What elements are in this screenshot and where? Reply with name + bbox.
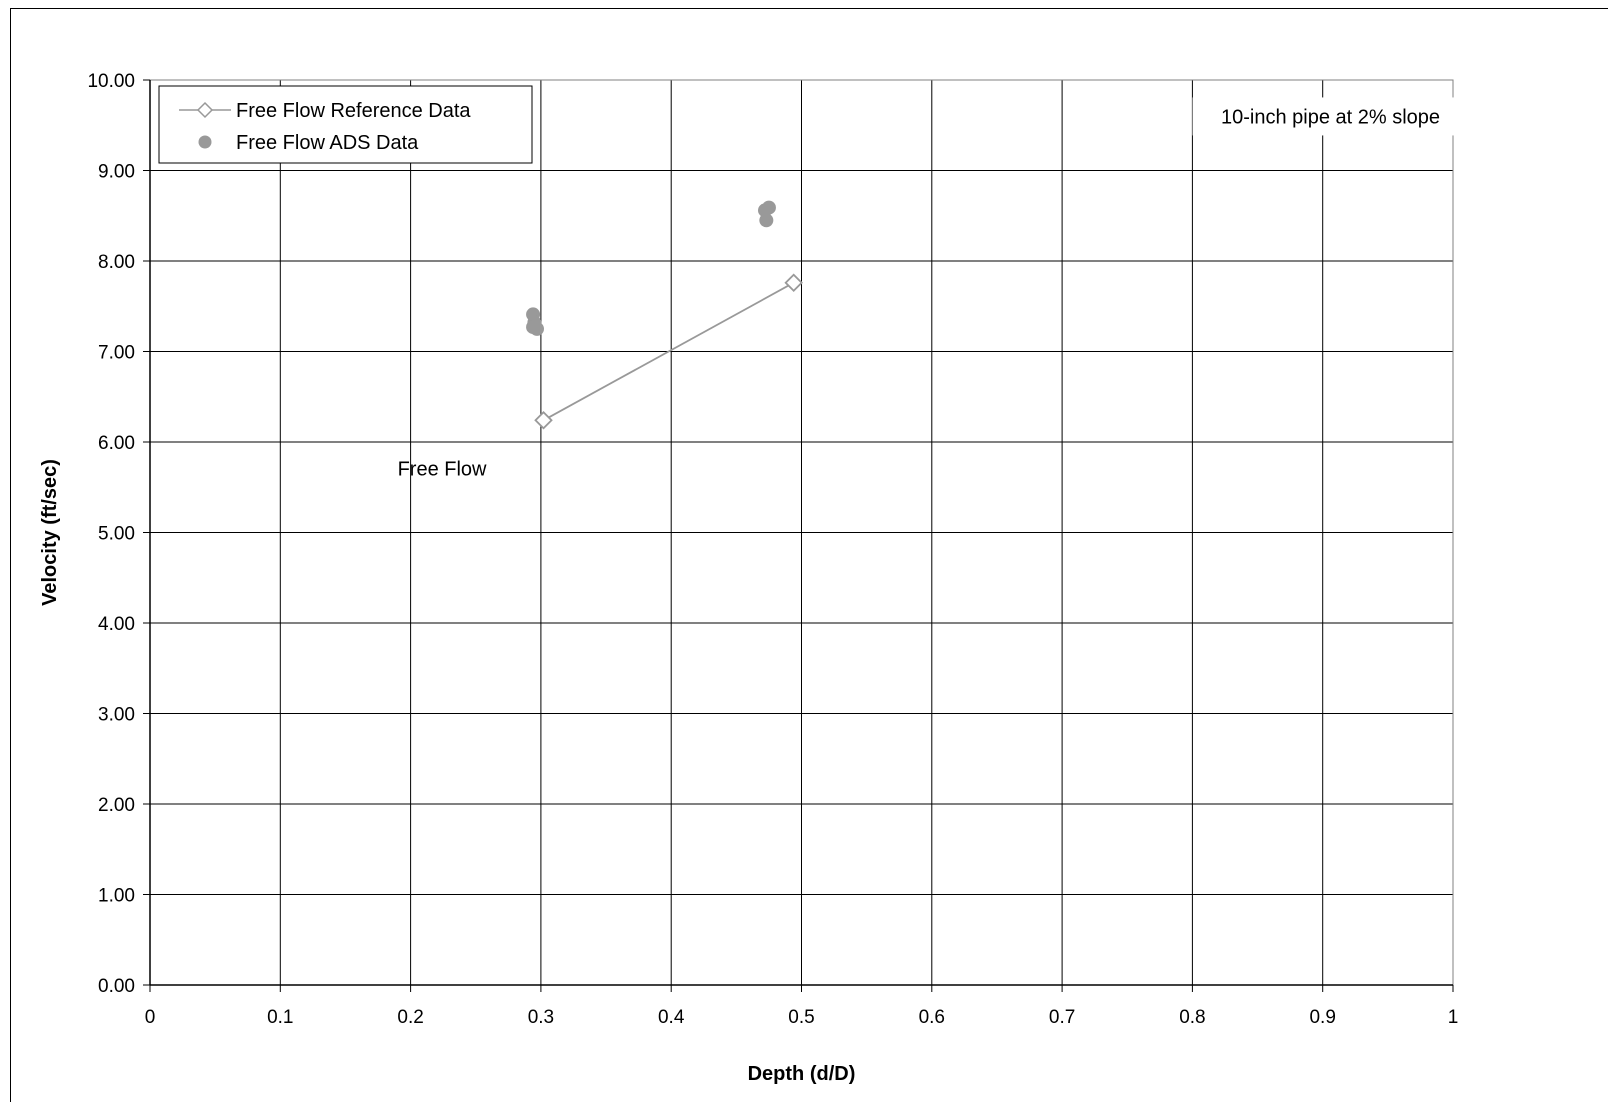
y-tick-label: 4.00 bbox=[98, 614, 135, 635]
y-tick-label: 7.00 bbox=[98, 343, 135, 364]
grid-lines bbox=[150, 80, 1453, 985]
x-tick-label: 0.5 bbox=[788, 1007, 814, 1028]
y-tick-label: 6.00 bbox=[98, 433, 135, 454]
x-tick-label: 0.7 bbox=[1049, 1007, 1075, 1028]
data-series bbox=[526, 200, 803, 430]
data-point-reference bbox=[534, 411, 553, 430]
y-tick-label: 0.00 bbox=[98, 976, 135, 997]
series-0 bbox=[534, 273, 803, 430]
annotation-flow-regime: Free Flow bbox=[398, 458, 487, 480]
legend-label-reference: Free Flow Reference Data bbox=[236, 100, 471, 122]
x-tick-label: 0 bbox=[145, 1007, 156, 1028]
chart-legend: Free Flow Reference Data Free Flow ADS D… bbox=[158, 85, 533, 164]
y-axis-title: Velocity (ft/sec) bbox=[39, 459, 61, 606]
y-tick-label: 5.00 bbox=[98, 524, 135, 545]
tick-labels: 0 0.1 0.2 0.3 0.4 0.5 0.6 0.7 0.8 0.9 10.001.002.0… bbox=[87, 71, 1458, 1028]
x-tick-label: 1 bbox=[1448, 1007, 1459, 1028]
data-point-ads bbox=[761, 200, 776, 215]
x-tick-label: 0.4 bbox=[658, 1007, 685, 1028]
legend-swatch-reference-diamond bbox=[196, 101, 214, 119]
annotation-pipe-description: 10-inch pipe at 2% slope bbox=[1221, 106, 1440, 128]
legend-label-ads: Free Flow ADS Data bbox=[236, 132, 419, 154]
x-tick-label: 0.3 bbox=[528, 1007, 554, 1028]
x-tick-label: 0.2 bbox=[397, 1007, 423, 1028]
legend-swatch-ads-circle bbox=[198, 135, 212, 149]
data-point-reference bbox=[784, 273, 803, 292]
x-tick-label: 0.6 bbox=[919, 1007, 945, 1028]
series-line-reference bbox=[543, 281, 795, 422]
annotations: 10-inch pipe at 2% slope Free Flow bbox=[398, 97, 1469, 480]
y-tick-label: 1.00 bbox=[98, 886, 135, 907]
y-tick-label: 8.00 bbox=[98, 252, 135, 273]
data-point-ads bbox=[759, 213, 774, 228]
series-1 bbox=[526, 200, 776, 336]
x-axis-title: Depth (d/D) bbox=[748, 1063, 856, 1085]
y-tick-label: 2.00 bbox=[98, 795, 135, 816]
x-tick-label: 0.9 bbox=[1309, 1007, 1335, 1028]
annotation-background bbox=[1192, 97, 1469, 136]
x-tick-label: 0.1 bbox=[267, 1007, 293, 1028]
y-tick-label: 3.00 bbox=[98, 705, 135, 726]
x-tick-label: 0.8 bbox=[1179, 1007, 1205, 1028]
data-point-ads bbox=[529, 321, 544, 336]
y-tick-label: 10.00 bbox=[87, 71, 135, 92]
legend-box bbox=[158, 85, 533, 164]
y-tick-label: 9.00 bbox=[98, 162, 135, 183]
chart-frame bbox=[10, 8, 1608, 1102]
axes bbox=[143, 79, 1454, 992]
